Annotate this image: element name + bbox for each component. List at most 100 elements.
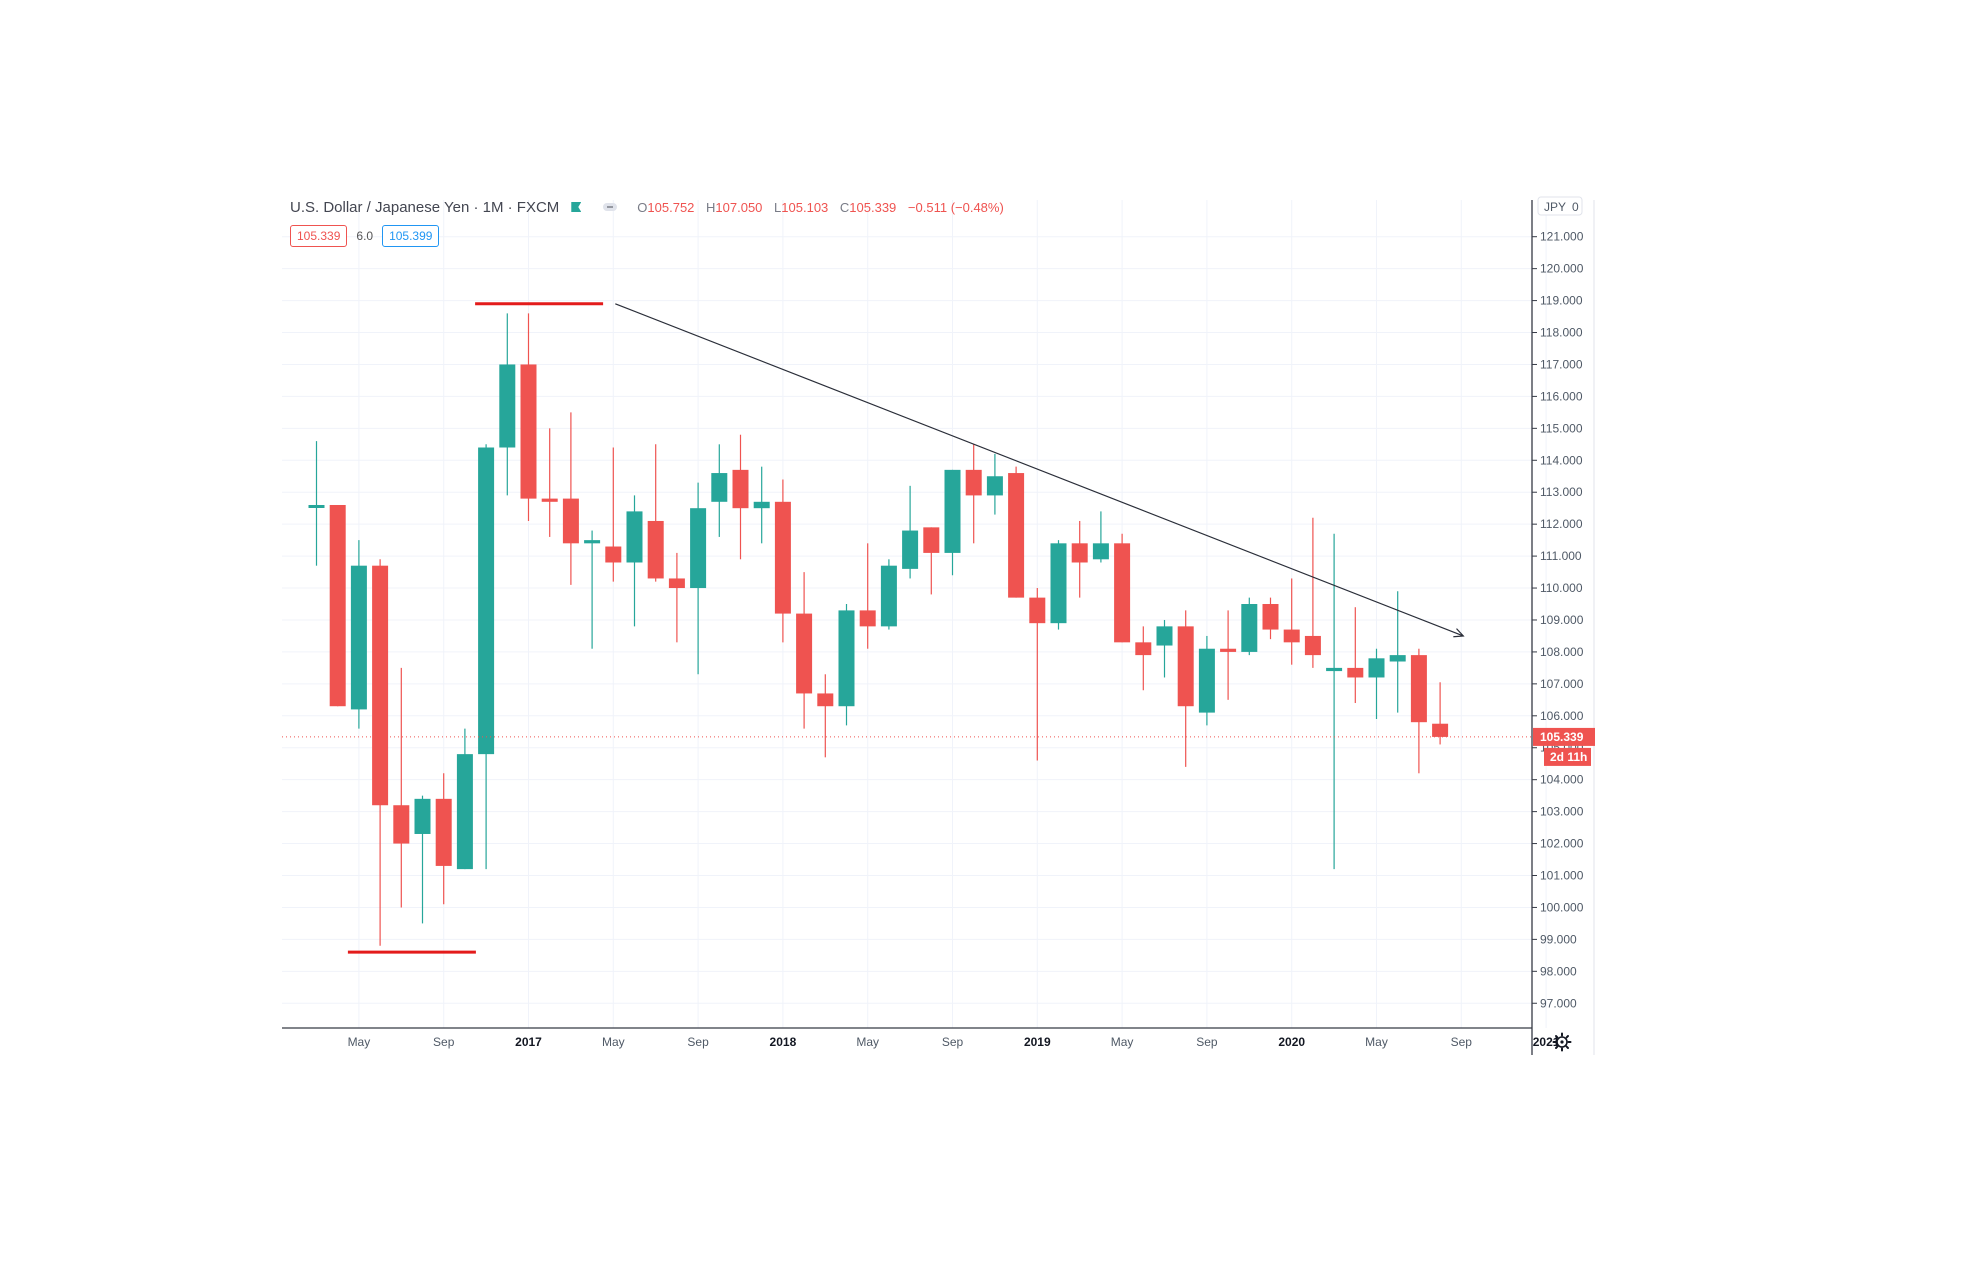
close-value: 105.339 xyxy=(849,199,897,215)
candle xyxy=(986,453,1003,515)
change-value: −0.511 (−0.48%) xyxy=(907,199,1004,215)
candle-body xyxy=(1092,543,1109,560)
candle xyxy=(499,313,516,496)
candle-body xyxy=(1220,648,1237,652)
flag-icon[interactable] xyxy=(571,202,582,212)
candle xyxy=(605,447,622,582)
candle-body xyxy=(478,447,495,755)
candle-body xyxy=(1177,626,1194,707)
last-price-tag-label: 105.339 xyxy=(1540,730,1584,744)
candle xyxy=(1029,588,1046,761)
candle xyxy=(372,559,389,946)
price-tick-label: 112.000 xyxy=(1540,517,1583,531)
candle-body xyxy=(562,498,579,544)
price-tick-label: 111.000 xyxy=(1540,549,1582,563)
candle xyxy=(329,504,346,707)
candle-body xyxy=(668,578,685,589)
price-tick-label: 101.000 xyxy=(1540,869,1584,883)
time-tick-label: Sep xyxy=(1451,1035,1473,1049)
candle xyxy=(859,543,876,649)
candle xyxy=(965,444,982,544)
candle-body xyxy=(541,498,558,502)
candle-body xyxy=(1410,655,1427,723)
candle-body xyxy=(308,504,325,508)
candle xyxy=(1241,597,1258,656)
candle-body xyxy=(1283,629,1300,643)
price-tick-label: 103.000 xyxy=(1540,805,1584,819)
buy-button[interactable]: 105.399 xyxy=(382,225,440,247)
price-tick-label: 107.000 xyxy=(1540,677,1584,691)
currency-button[interactable]: JPY 0 xyxy=(1537,196,1583,216)
candle-body xyxy=(1368,658,1385,678)
candle xyxy=(435,773,452,905)
candle-body xyxy=(520,364,537,499)
candle xyxy=(647,444,664,582)
candle-body xyxy=(796,613,813,694)
candle xyxy=(880,559,897,630)
candle-body xyxy=(350,565,367,710)
candle xyxy=(838,604,855,726)
candle xyxy=(753,466,770,544)
candle xyxy=(350,540,367,729)
drawings[interactable] xyxy=(347,302,1465,954)
price-tick-label: 121.000 xyxy=(1540,230,1584,244)
time-tick-label: 2018 xyxy=(770,1035,797,1049)
last-price-tag xyxy=(1533,727,1595,746)
candle xyxy=(774,479,791,643)
candle-body xyxy=(1304,635,1321,656)
low-key: L xyxy=(774,199,782,215)
candle-body xyxy=(456,754,473,870)
candle xyxy=(1071,520,1088,598)
countdown-tag xyxy=(1544,747,1591,766)
time-axis[interactable]: May Sep 2017 May Sep 2018 May Sep 2019 May Sep 2020… xyxy=(348,1035,1560,1049)
trendline[interactable] xyxy=(615,303,1464,637)
price-tick-label: 108.000 xyxy=(1540,645,1584,659)
candle-body xyxy=(732,469,749,509)
time-tick-label: May xyxy=(602,1035,625,1049)
price-axis[interactable]: 121.000 120.000 119.000 118.000 117.000 116.0… xyxy=(1532,230,1584,1011)
candle xyxy=(1283,578,1300,665)
candle-body xyxy=(414,798,431,834)
candle xyxy=(520,313,537,521)
high-value: 107.050 xyxy=(715,199,763,215)
candle xyxy=(817,674,834,758)
candle-body xyxy=(499,364,516,448)
currency-label: JPY xyxy=(1544,200,1566,214)
candle-body xyxy=(1114,543,1131,643)
candle-body xyxy=(1135,642,1152,656)
buy-sell-panel: 105.339 6.0 105.399 xyxy=(290,225,440,247)
candle-body xyxy=(774,501,791,614)
currency-suffix: 0 xyxy=(1572,200,1579,214)
high-key: H xyxy=(706,199,716,215)
settings-gear-icon[interactable] xyxy=(1552,1032,1572,1052)
toggle-indicators-icon[interactable] xyxy=(603,203,618,211)
price-tick-label: 104.000 xyxy=(1540,773,1584,787)
current-price: 105.339 2d 11h xyxy=(282,727,1595,766)
candle-body xyxy=(1262,604,1279,630)
price-tick-label: 115.000 xyxy=(1540,421,1583,435)
candle xyxy=(308,441,325,566)
candle xyxy=(1177,610,1194,767)
time-tick-label: May xyxy=(1365,1035,1388,1049)
candle xyxy=(1008,466,1025,598)
price-tick-label: 102.000 xyxy=(1540,837,1584,851)
time-tick-label: Sep xyxy=(1196,1035,1218,1049)
spread-value: 6.0 xyxy=(356,229,374,243)
candle xyxy=(1198,635,1215,726)
candle-body xyxy=(329,504,346,707)
candle-body xyxy=(626,511,643,563)
price-tick-label: 120.000 xyxy=(1540,262,1584,276)
candle xyxy=(1092,511,1109,563)
candle xyxy=(1432,682,1449,745)
candle-body xyxy=(584,540,601,544)
candle xyxy=(1347,607,1364,704)
symbol-title[interactable]: U.S. Dollar / Japanese Yen · 1M · FXCM xyxy=(290,198,560,216)
price-tick-label: 97.000 xyxy=(1540,996,1577,1010)
time-tick-label: 2017 xyxy=(515,1035,542,1049)
countdown-tag-label: 2d 11h xyxy=(1550,750,1587,764)
sell-button[interactable]: 105.339 xyxy=(290,225,348,247)
grid xyxy=(282,200,1547,1028)
trendline-arrowhead xyxy=(1453,628,1465,638)
time-tick-label: May xyxy=(856,1035,879,1049)
